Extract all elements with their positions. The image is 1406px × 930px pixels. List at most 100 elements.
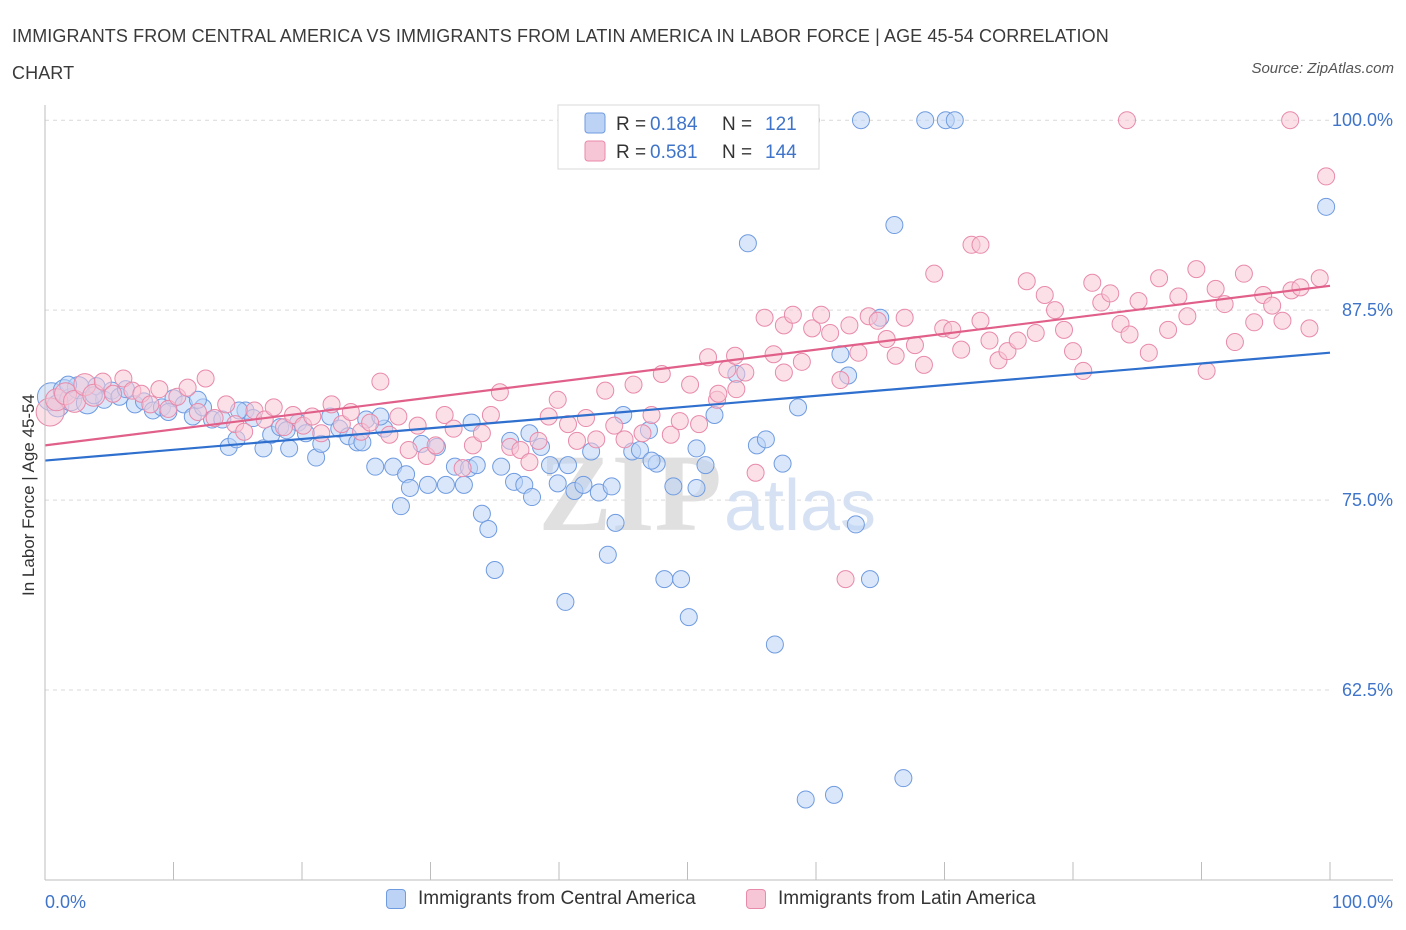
point-latin-america bbox=[661, 425, 680, 444]
point-latin-america bbox=[1139, 343, 1158, 362]
point-central-america bbox=[391, 497, 410, 516]
point-central-america bbox=[1317, 197, 1336, 216]
legend-swatch-pink bbox=[746, 889, 766, 909]
point-latin-america bbox=[925, 264, 944, 283]
point-central-america bbox=[860, 570, 879, 589]
point-latin-america bbox=[1187, 260, 1206, 279]
point-latin-america bbox=[670, 412, 689, 431]
point-latin-america bbox=[1197, 361, 1216, 380]
legend-top: R = 0.184 N = 121 R = 0.581 N = 144 bbox=[557, 104, 820, 170]
point-latin-america bbox=[399, 440, 418, 459]
legend-item-central-america: Immigrants from Central America bbox=[386, 888, 696, 910]
point-latin-america bbox=[426, 436, 445, 455]
trend-layer bbox=[44, 284, 1331, 462]
point-latin-america bbox=[548, 390, 567, 409]
point-latin-america bbox=[188, 402, 207, 421]
point-latin-america bbox=[1225, 333, 1244, 352]
point-latin-america bbox=[380, 425, 399, 444]
point-central-america bbox=[655, 570, 674, 589]
point-latin-america bbox=[1159, 320, 1178, 339]
point-latin-america bbox=[332, 415, 351, 434]
point-central-america bbox=[523, 488, 542, 507]
point-central-america bbox=[574, 475, 593, 494]
point-latin-america bbox=[783, 305, 802, 324]
point-central-america bbox=[851, 111, 870, 130]
point-latin-america bbox=[868, 311, 887, 330]
point-latin-america bbox=[435, 406, 454, 424]
point-latin-america bbox=[93, 372, 112, 391]
point-central-america bbox=[556, 592, 575, 611]
x-tick-label: 0.0% bbox=[45, 892, 86, 912]
point-latin-america bbox=[511, 440, 530, 459]
point-central-america bbox=[602, 477, 621, 496]
point-latin-america bbox=[690, 415, 709, 434]
point-latin-america bbox=[877, 330, 896, 349]
point-latin-america bbox=[576, 409, 595, 428]
points-layer bbox=[35, 111, 1336, 809]
point-central-america bbox=[916, 111, 935, 130]
trendline-latin-america bbox=[44, 284, 1331, 447]
point-latin-america bbox=[463, 436, 482, 455]
point-latin-america bbox=[235, 422, 254, 441]
point-latin-america bbox=[1008, 331, 1027, 350]
point-latin-america bbox=[444, 419, 463, 438]
point-central-america bbox=[400, 478, 419, 497]
point-latin-america bbox=[709, 384, 728, 403]
y-tick-label: 62.5% bbox=[1342, 680, 1393, 700]
legend-swatch-blue bbox=[584, 112, 606, 134]
point-central-america bbox=[479, 519, 498, 538]
point-central-america bbox=[485, 561, 504, 579]
point-latin-america bbox=[836, 570, 855, 589]
point-central-america bbox=[254, 439, 273, 458]
y-axis-label: In Labor Force | Age 45-54 bbox=[19, 394, 38, 596]
point-latin-america bbox=[141, 395, 160, 414]
point-latin-america bbox=[389, 407, 408, 426]
point-central-america bbox=[436, 475, 455, 494]
legend-swatch-pink bbox=[584, 140, 606, 162]
point-latin-america bbox=[275, 418, 294, 437]
point-latin-america bbox=[1117, 111, 1136, 130]
legend-n-value: 121 bbox=[765, 114, 797, 135]
point-latin-america bbox=[774, 363, 793, 382]
point-latin-america bbox=[1129, 292, 1148, 311]
point-latin-america bbox=[1083, 273, 1102, 292]
point-central-america bbox=[894, 769, 913, 788]
point-latin-america bbox=[971, 235, 990, 254]
point-central-america bbox=[280, 439, 299, 458]
legend-r-label: R = bbox=[616, 142, 646, 163]
point-central-america bbox=[945, 111, 964, 130]
point-latin-america bbox=[952, 340, 971, 359]
point-latin-america bbox=[1046, 301, 1065, 320]
point-latin-america bbox=[746, 463, 765, 482]
point-latin-america bbox=[624, 375, 643, 394]
point-central-america bbox=[558, 456, 577, 475]
legend-r-value: 0.184 bbox=[650, 114, 698, 135]
point-latin-america bbox=[726, 346, 745, 365]
point-latin-america bbox=[361, 413, 380, 432]
legend-n-value: 144 bbox=[765, 142, 797, 163]
point-latin-america bbox=[1074, 361, 1093, 380]
point-latin-america bbox=[1169, 287, 1188, 306]
legend-r-value: 0.581 bbox=[650, 142, 698, 163]
point-latin-america bbox=[1101, 284, 1120, 303]
point-latin-america bbox=[1150, 269, 1169, 288]
point-latin-america bbox=[849, 343, 868, 362]
point-latin-america bbox=[1064, 342, 1082, 361]
point-latin-america bbox=[453, 459, 472, 478]
chart-title: IMMIGRANTS FROM CENTRAL AMERICA VS IMMIG… bbox=[12, 26, 1109, 83]
point-central-america bbox=[548, 474, 567, 493]
point-central-america bbox=[796, 790, 815, 809]
point-latin-america bbox=[1234, 264, 1253, 283]
point-latin-america bbox=[727, 380, 746, 399]
point-latin-america bbox=[943, 320, 962, 339]
point-latin-america bbox=[529, 431, 548, 450]
point-latin-america bbox=[1300, 319, 1319, 338]
point-latin-america bbox=[196, 369, 215, 388]
point-central-america bbox=[687, 478, 706, 497]
point-latin-america bbox=[1120, 325, 1139, 344]
point-central-america bbox=[598, 545, 617, 564]
point-latin-america bbox=[490, 383, 509, 402]
legend-bottom: Immigrants from Central America Immigran… bbox=[0, 888, 1406, 918]
point-latin-america bbox=[792, 352, 811, 371]
